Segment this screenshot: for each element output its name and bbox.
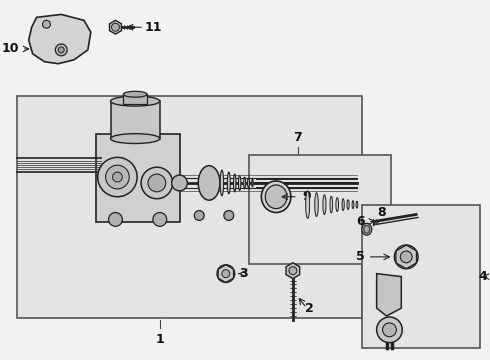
Text: 10: 10 (1, 42, 19, 55)
Bar (17, 96, 362, 318)
Ellipse shape (198, 166, 220, 200)
Text: 8: 8 (378, 206, 386, 219)
Ellipse shape (330, 196, 333, 213)
Ellipse shape (244, 177, 245, 189)
Ellipse shape (356, 201, 358, 208)
Ellipse shape (347, 200, 349, 210)
Ellipse shape (336, 198, 339, 212)
Circle shape (289, 267, 297, 275)
Circle shape (195, 211, 204, 220)
Text: 11: 11 (145, 21, 163, 34)
Circle shape (148, 174, 166, 192)
Ellipse shape (234, 174, 236, 192)
Ellipse shape (323, 195, 326, 215)
Text: 1: 1 (155, 333, 164, 346)
Text: 5: 5 (356, 251, 365, 264)
Circle shape (58, 47, 64, 53)
Text: 4: 4 (478, 270, 487, 283)
Circle shape (394, 245, 418, 269)
Circle shape (113, 172, 122, 182)
Ellipse shape (364, 225, 370, 233)
Ellipse shape (306, 191, 310, 219)
Circle shape (43, 20, 50, 28)
Text: 7: 7 (294, 131, 302, 144)
Bar (111, 101, 160, 139)
Polygon shape (109, 20, 122, 34)
Text: 3: 3 (240, 267, 248, 280)
Circle shape (141, 167, 172, 199)
Ellipse shape (111, 96, 160, 106)
Polygon shape (286, 263, 300, 279)
Ellipse shape (362, 223, 372, 235)
Circle shape (400, 251, 412, 263)
Text: 9: 9 (303, 190, 311, 203)
Ellipse shape (227, 172, 230, 194)
Bar (123, 94, 147, 104)
Ellipse shape (261, 181, 291, 212)
Ellipse shape (123, 91, 147, 97)
Circle shape (106, 165, 129, 189)
Circle shape (224, 211, 234, 220)
Text: 6: 6 (356, 215, 365, 228)
Circle shape (383, 323, 396, 337)
Text: 2: 2 (305, 302, 314, 315)
Ellipse shape (265, 185, 287, 208)
Ellipse shape (239, 176, 241, 190)
Circle shape (172, 175, 187, 191)
Circle shape (377, 317, 402, 343)
Circle shape (222, 270, 230, 278)
Polygon shape (29, 14, 91, 64)
Ellipse shape (220, 170, 223, 196)
Circle shape (217, 265, 235, 283)
Ellipse shape (252, 179, 253, 187)
Circle shape (109, 212, 122, 226)
Ellipse shape (111, 134, 160, 144)
Ellipse shape (352, 201, 354, 208)
Ellipse shape (315, 193, 318, 216)
Circle shape (55, 44, 67, 56)
Polygon shape (377, 274, 401, 316)
Ellipse shape (342, 199, 344, 211)
Circle shape (98, 157, 137, 197)
Ellipse shape (247, 178, 249, 188)
Bar (248, 156, 392, 264)
Bar (96, 134, 179, 222)
Circle shape (112, 23, 120, 31)
Circle shape (153, 212, 167, 226)
Bar (362, 204, 480, 347)
